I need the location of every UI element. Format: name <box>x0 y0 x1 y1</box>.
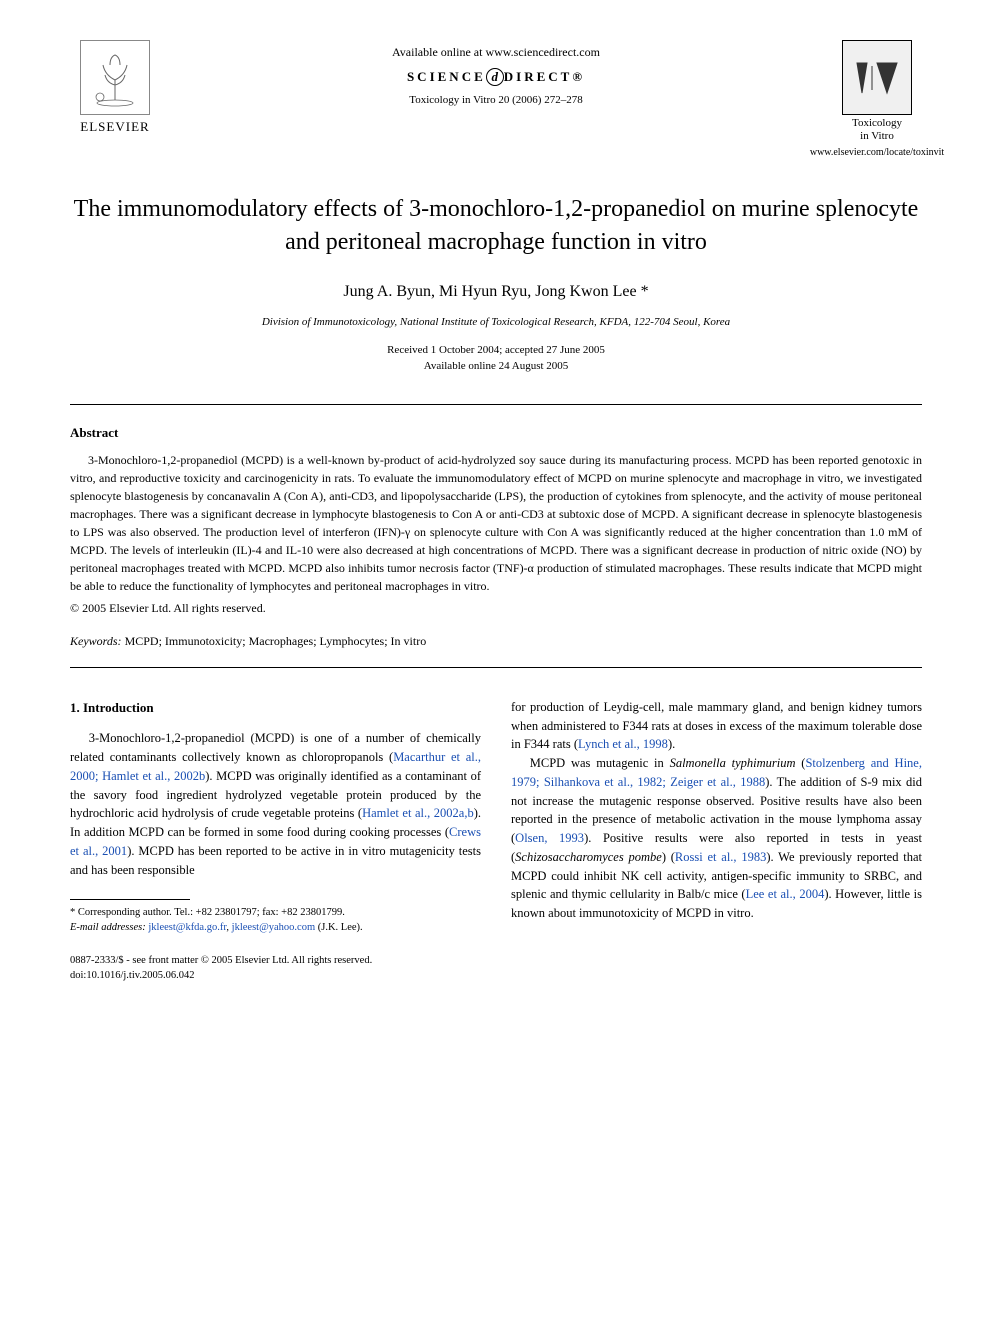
affiliation: Division of Immunotoxicology, National I… <box>70 316 922 328</box>
journal-url: www.elsevier.com/locate/toxinvit <box>810 147 944 158</box>
footnote-block: * Corresponding author. Tel.: +82 238017… <box>70 906 481 935</box>
footnote-separator <box>70 899 190 900</box>
divider-top <box>70 404 922 405</box>
article-title: The immunomodulatory effects of 3-monoch… <box>70 193 922 258</box>
abstract-body: 3-Monochloro-1,2-propanediol (MCPD) is a… <box>70 451 922 595</box>
sciencedirect-left: SCIENCE <box>407 69 486 84</box>
email-2[interactable]: jkleest@yahoo.com <box>232 922 315 933</box>
header-row: ELSEVIER Available online at www.science… <box>70 40 922 158</box>
intro-p3: MCPD was mutagenic in Salmonella typhimu… <box>511 754 922 923</box>
keywords-label: Keywords: <box>70 634 122 648</box>
ref-olsen[interactable]: Olsen, 1993 <box>515 831 584 845</box>
body-columns: 1. Introduction 3-Monochloro-1,2-propane… <box>70 698 922 983</box>
elsevier-tree-icon <box>80 40 150 115</box>
intro-p2: for production of Leydig-cell, male mamm… <box>511 698 922 754</box>
journal-reference: Toxicology in Vitro 20 (2006) 272–278 <box>160 94 832 106</box>
abstract-copyright: © 2005 Elsevier Ltd. All rights reserved… <box>70 601 922 616</box>
doi-line: doi:10.1016/j.tiv.2005.06.042 <box>70 970 194 981</box>
salmonella-italic: Salmonella typhimurium <box>670 756 796 770</box>
center-header: Available online at www.sciencedirect.co… <box>160 40 832 106</box>
tiv-logo-icon <box>842 40 912 115</box>
ref-hamlet[interactable]: Hamlet et al., 2002a,b <box>362 806 474 820</box>
issn-line: 0887-2333/$ - see front matter © 2005 El… <box>70 955 372 966</box>
available-online-text: Available online at www.sciencedirect.co… <box>160 45 832 60</box>
divider-bottom <box>70 667 922 668</box>
sciencedirect-right: DIRECT® <box>504 69 585 84</box>
intro-heading: 1. Introduction <box>70 698 481 718</box>
corresponding-author: * Corresponding author. Tel.: +82 238017… <box>70 906 481 921</box>
right-column: for production of Leydig-cell, male mamm… <box>511 698 922 983</box>
ref-lee[interactable]: Lee et al., 2004 <box>746 887 825 901</box>
journal-logo-block: Toxicology in Vitro www.elsevier.com/loc… <box>832 40 922 158</box>
left-column: 1. Introduction 3-Monochloro-1,2-propane… <box>70 698 481 983</box>
tiv-label: Toxicology in Vitro <box>852 117 902 143</box>
email-1[interactable]: jkleest@kfda.go.fr <box>148 922 226 933</box>
received-date: Received 1 October 2004; accepted 27 Jun… <box>387 344 605 356</box>
abstract-heading: Abstract <box>70 425 922 441</box>
pombe-italic: Schizosaccharomyces pombe <box>515 850 662 864</box>
keywords-line: Keywords: MCPD; Immunotoxicity; Macropha… <box>70 634 922 649</box>
elsevier-logo-block: ELSEVIER <box>70 40 160 135</box>
authors-line: Jung A. Byun, Mi Hyun Ryu, Jong Kwon Lee… <box>70 283 922 301</box>
keywords-text: MCPD; Immunotoxicity; Macrophages; Lymph… <box>122 634 427 648</box>
email-line: E-mail addresses: jkleest@kfda.go.fr, jk… <box>70 921 481 936</box>
elsevier-label: ELSEVIER <box>80 119 149 135</box>
front-matter-line: 0887-2333/$ - see front matter © 2005 El… <box>70 954 481 983</box>
sciencedirect-d-icon: d <box>486 68 504 86</box>
sciencedirect-logo: SCIENCEdDIRECT® <box>160 68 832 86</box>
ref-rossi[interactable]: Rossi et al., 1983 <box>675 850 766 864</box>
online-date: Available online 24 August 2005 <box>424 360 569 372</box>
ref-lynch[interactable]: Lynch et al., 1998 <box>578 737 668 751</box>
article-dates: Received 1 October 2004; accepted 27 Jun… <box>70 343 922 374</box>
intro-p1: 3-Monochloro-1,2-propanediol (MCPD) is o… <box>70 729 481 879</box>
